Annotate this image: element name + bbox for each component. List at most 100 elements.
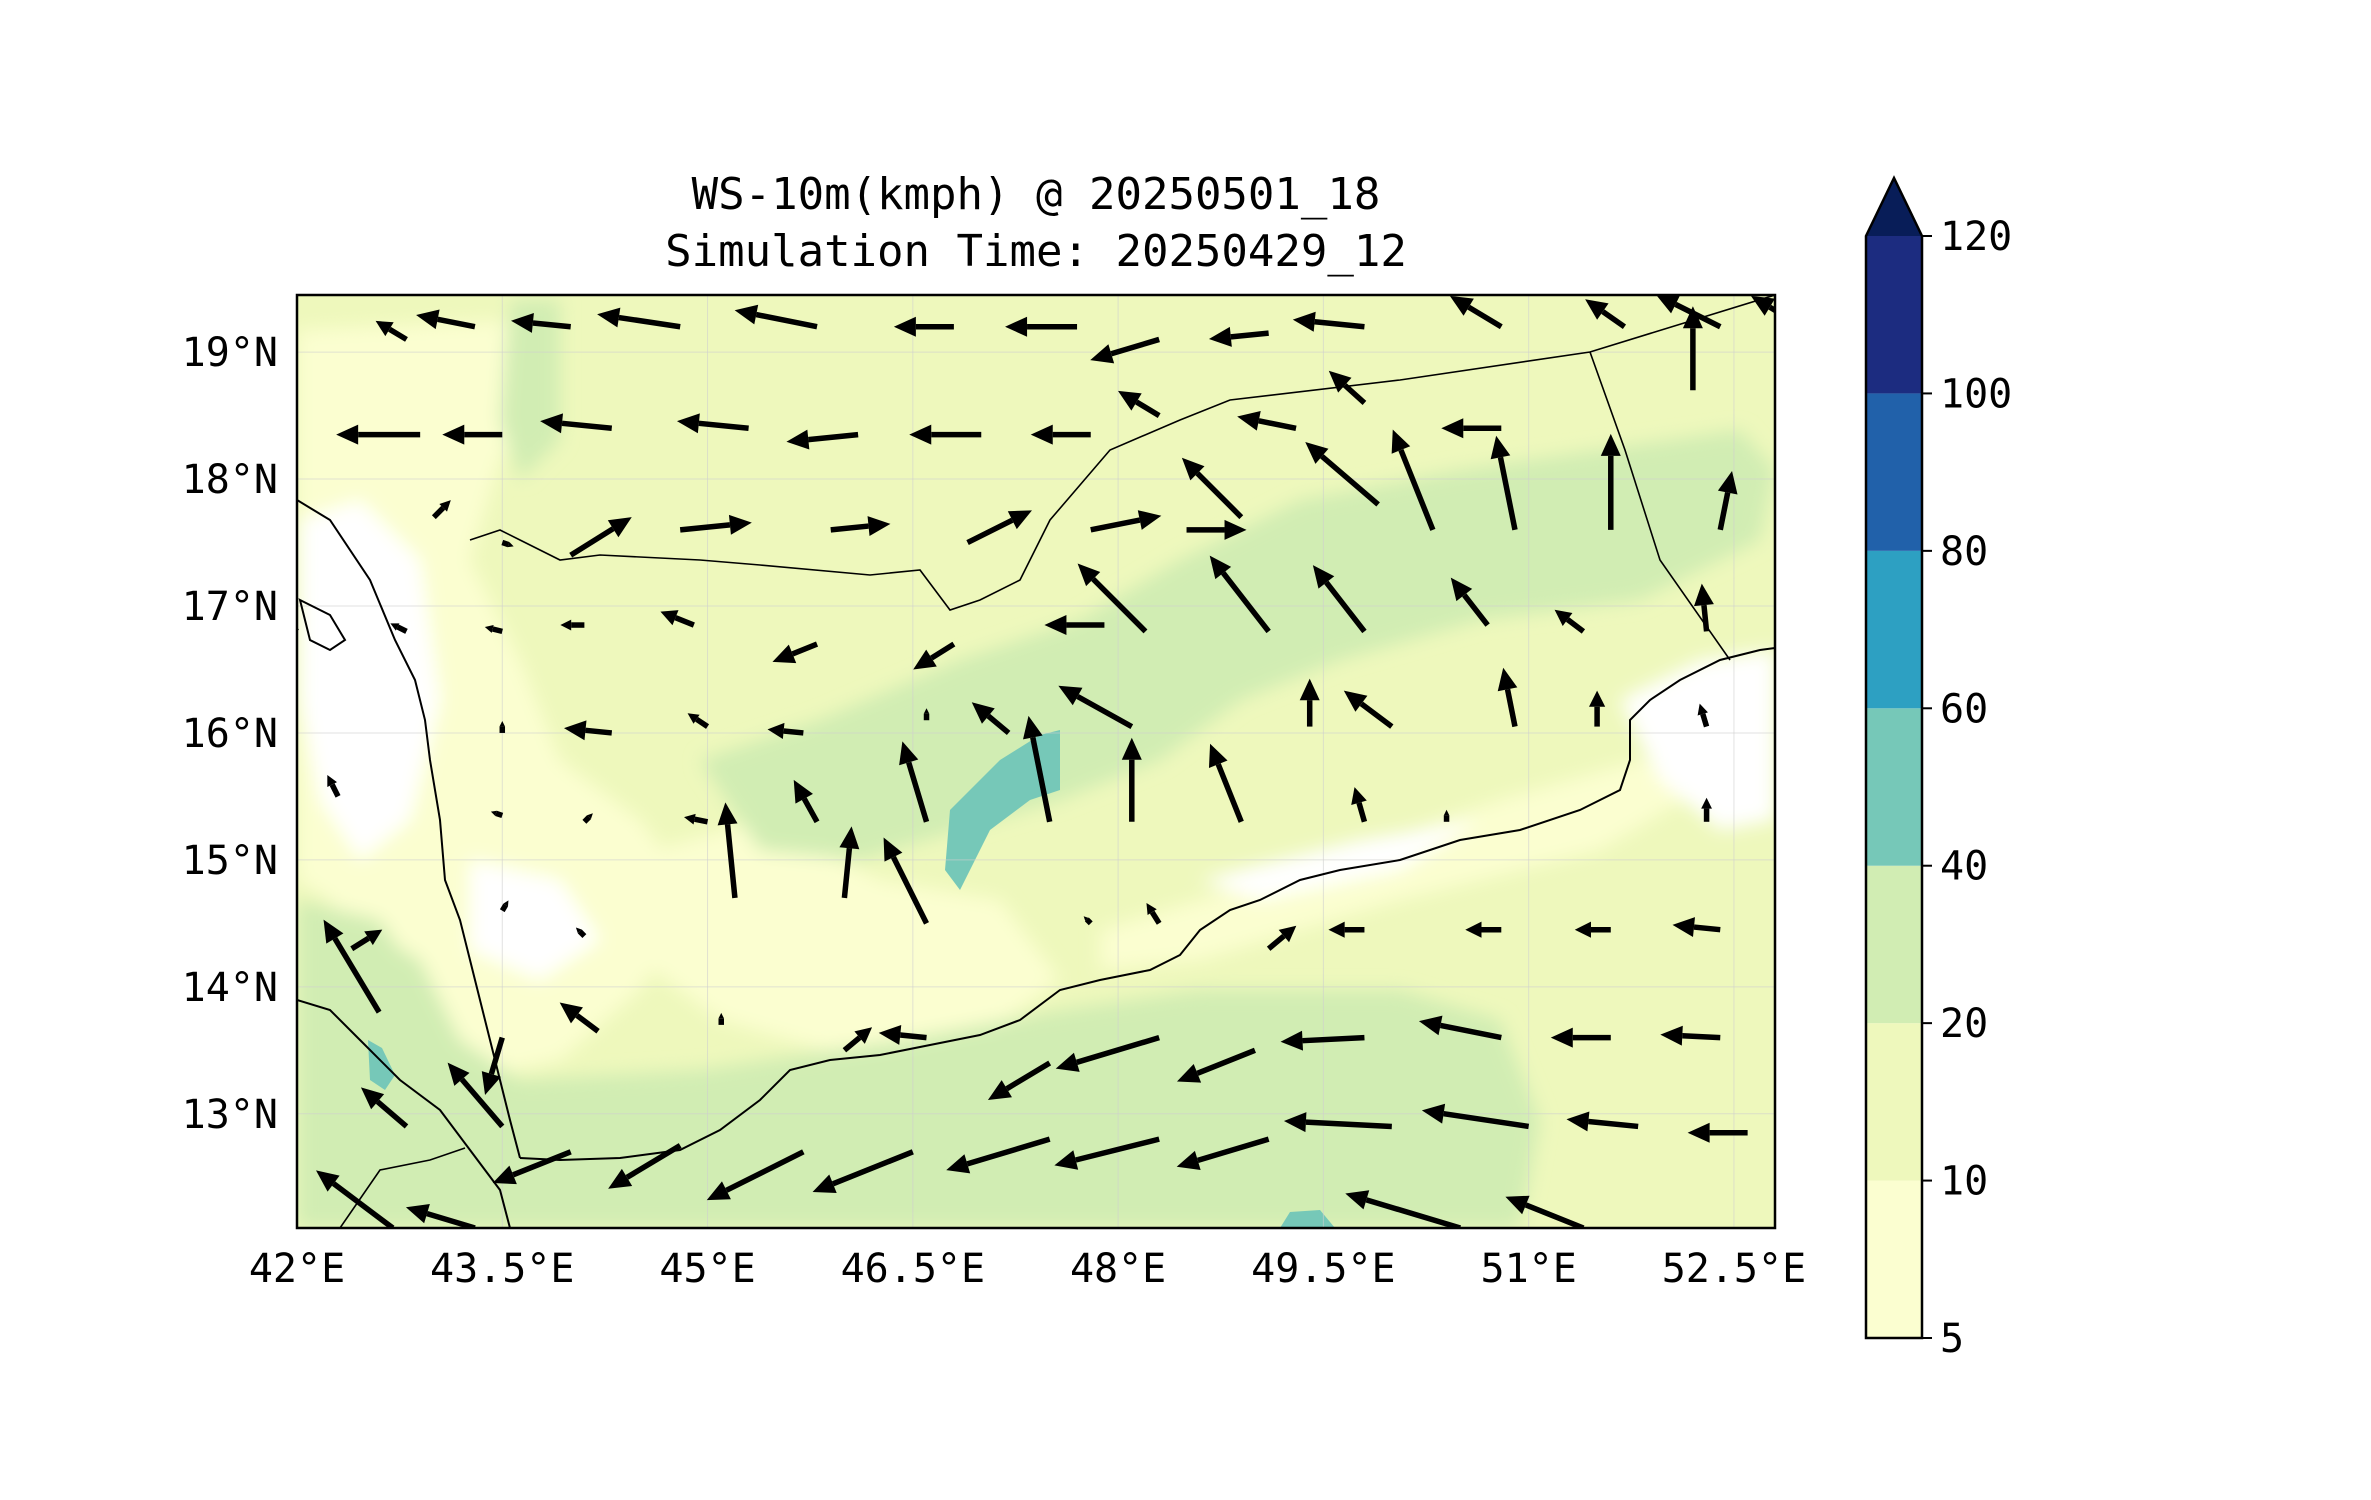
wind-vector-arrow	[1574, 921, 1611, 938]
wind-vector-arrow	[1566, 1111, 1639, 1132]
wind-vector-arrow	[575, 927, 587, 938]
wind-vector-arrow	[1794, 920, 1830, 936]
wind-vector-arrow	[1785, 1130, 1844, 1150]
wind-vector-arrow	[442, 424, 503, 445]
lon-tick-label: 49.5°E	[1251, 1246, 1396, 1292]
wind-vector-arrow	[1588, 690, 1606, 727]
wind-vector-arrow	[1283, 1112, 1392, 1133]
fill-zone-light-west	[297, 320, 700, 1080]
wind-vector-arrow	[793, 779, 820, 824]
wind-vector-arrow	[842, 1027, 873, 1053]
wind-vector-arrow	[390, 623, 408, 634]
lat-tick-label: 19°N	[182, 330, 278, 376]
wind-vector-arrow	[1345, 1190, 1462, 1228]
wind-vector-arrow	[987, 1060, 1052, 1101]
border-yemen-saudi	[469, 295, 1775, 611]
wind-vector-arrow	[1209, 555, 1271, 634]
colorbar-segment	[1866, 708, 1922, 866]
wind-vector-arrow	[1328, 370, 1367, 405]
wind-vector-arrow	[323, 919, 382, 1014]
map-panel	[297, 295, 1844, 1228]
wind-vector-arrow	[1554, 609, 1586, 634]
wind-vector-arrow	[909, 424, 982, 445]
wind-vector-arrow	[315, 1170, 395, 1228]
coastline-yemen-south	[519, 647, 1775, 1162]
colorbar-tick-label: 5	[1940, 1316, 1964, 1362]
wind-vector-arrow	[597, 307, 681, 330]
wind-vector-arrow	[492, 1149, 572, 1185]
lat-tick-label: 13°N	[182, 1092, 278, 1138]
fill-zone-40-60-central	[945, 730, 1060, 890]
wind-vector-arrow	[582, 813, 593, 824]
wind-vector-arrow	[1672, 917, 1721, 938]
colorbar-segment	[1866, 1180, 1922, 1338]
wind-vector-arrow	[718, 1012, 724, 1025]
wind-vector-arrow	[786, 429, 859, 450]
wind-vector-arrow	[1790, 724, 1802, 729]
wind-vector-arrow	[1794, 1029, 1830, 1045]
colorbar-segment	[1866, 550, 1922, 709]
colorbar-outline	[1864, 175, 1924, 1340]
wind-vector-arrow	[1181, 457, 1244, 520]
colorbar-tick-label: 60	[1940, 686, 1988, 732]
wind-vector-arrow	[767, 722, 804, 740]
wind-vector-arrow	[416, 309, 476, 330]
lon-tick-label: 48°E	[1070, 1246, 1166, 1292]
wind-vector-arrow	[1418, 1015, 1502, 1041]
wind-vector-arrow	[1055, 1034, 1160, 1072]
wind-vector-arrow	[883, 837, 929, 925]
wind-vector-arrow	[1266, 925, 1297, 951]
wind-vector-arrow	[772, 641, 819, 664]
wind-vector-arrow	[1465, 921, 1502, 938]
map-gridlines	[297, 295, 1775, 1228]
fill-zone-20-40-southern-sea	[297, 900, 1540, 1228]
wind-vector-arrow	[839, 826, 860, 899]
wind-vector-arrow	[375, 320, 408, 342]
wind-vector-arrow	[971, 702, 1011, 736]
wind-vector-arrow	[1351, 787, 1368, 823]
wind-vector-arrow	[297, 627, 299, 632]
wind-vector-arrow	[1292, 311, 1365, 332]
wind-vector-arrow	[481, 1036, 505, 1096]
wind-vector-arrow	[1146, 902, 1162, 925]
wind-vector-arrow	[1176, 1136, 1270, 1170]
colorbar-tick-label: 120	[1940, 214, 2012, 260]
wind-vector-arrow	[1441, 418, 1502, 439]
wind-vector-arrow	[717, 802, 738, 899]
wind-vector-arrow	[490, 810, 504, 819]
wind-vector-arrow	[1792, 610, 1803, 631]
wind-vector-arrow	[1585, 299, 1627, 329]
lon-tick-label: 52.5°E	[1662, 1246, 1807, 1292]
wind-vector-arrow	[327, 774, 341, 798]
wind-vector-arrow	[676, 413, 749, 434]
wind-vector-arrow	[1343, 690, 1394, 729]
wind-vector-arrow	[1717, 471, 1738, 531]
wind-vector-arrow	[1077, 563, 1148, 634]
wind-vector-arrow	[1186, 519, 1247, 540]
lat-tick-label: 16°N	[182, 711, 278, 757]
wind-vector-arrow	[1660, 1025, 1721, 1046]
wind-vector-arrow	[893, 316, 954, 337]
wind-vector-arrow	[336, 424, 421, 445]
wind-vector-arrow	[1697, 703, 1710, 728]
wind-vector-arrow	[679, 514, 752, 535]
fill-zone-20-40-northwest	[500, 300, 560, 480]
border-yemen-oman	[1589, 351, 1731, 661]
wind-vector-arrow	[1497, 667, 1518, 728]
country-borders	[339, 295, 1775, 1228]
wind-vector-arrow	[1490, 435, 1518, 531]
wind-vector-arrow	[1090, 336, 1160, 364]
colorbar-tick-label: 20	[1940, 1001, 1988, 1047]
wind-vector-arrow	[563, 720, 613, 741]
wind-vector-arrow	[706, 1149, 805, 1201]
wind-vector-arrow	[1030, 424, 1091, 445]
colorbar-tick-label: 100	[1940, 371, 2012, 417]
wind-vector-arrow	[350, 929, 383, 952]
wind-vector-arrow	[946, 1136, 1051, 1174]
wind-vector-arrow	[484, 625, 503, 635]
wind-vector-arrow	[569, 517, 632, 558]
lon-tick-label: 42°E	[249, 1246, 345, 1292]
wind-vector-arrow	[499, 900, 509, 913]
wind-vector-arrow	[1328, 921, 1365, 938]
wind-vector-arrow	[1280, 1030, 1365, 1051]
